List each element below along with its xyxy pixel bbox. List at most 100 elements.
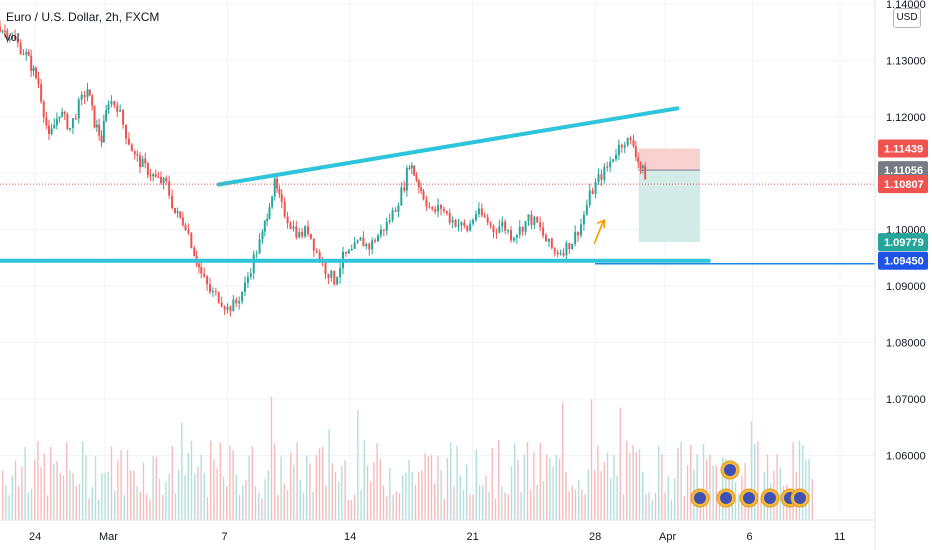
volume-bar	[142, 462, 145, 520]
volume-bar	[459, 475, 461, 520]
candle-body	[130, 144, 133, 152]
price-badge-target[interactable]	[878, 233, 928, 252]
flag-icon	[794, 492, 806, 504]
volume-bar	[232, 450, 234, 520]
volume-bar	[798, 440, 801, 520]
candle-body	[574, 231, 577, 245]
candle-body	[258, 239, 261, 254]
candle-body	[536, 216, 539, 223]
candle-body	[556, 252, 559, 255]
candle-body	[609, 161, 612, 168]
volume-bar	[446, 457, 449, 520]
volume-bar	[443, 498, 445, 520]
candle-body	[318, 252, 321, 262]
volume-bar	[219, 442, 221, 520]
volume-bar	[91, 487, 93, 520]
candle-body	[295, 226, 298, 238]
volume-bar	[738, 494, 740, 520]
volume-bar	[114, 490, 116, 520]
candle-body	[400, 187, 403, 206]
candle-body	[327, 273, 330, 279]
candle-body	[612, 159, 615, 162]
volume-bar	[104, 472, 106, 520]
candle-body	[428, 206, 431, 208]
volume-bar	[98, 499, 100, 520]
chart-title[interactable]: Euro / U.S. Dollar, 2h, FXCM	[6, 10, 160, 24]
volume-bar	[555, 454, 557, 520]
volume-bar	[421, 470, 423, 520]
candle-body	[214, 291, 217, 293]
price-badge-stop[interactable]	[878, 139, 928, 158]
volume-bar	[30, 488, 33, 520]
candle-body	[271, 196, 274, 208]
volume-bar	[37, 440, 39, 520]
candle-body	[448, 213, 451, 223]
currency-button[interactable]: USD	[893, 8, 921, 28]
candle-body	[69, 127, 71, 130]
volume-bar	[485, 476, 487, 520]
x-tick-label: 21	[467, 531, 479, 543]
volume-bar	[690, 444, 692, 520]
candle-body	[626, 137, 629, 146]
volume-bar	[50, 446, 52, 520]
candle-body	[229, 306, 232, 312]
candle-body	[122, 109, 125, 125]
candle-body	[105, 110, 108, 122]
volume-bar	[488, 491, 490, 520]
price-badge-entry[interactable]	[878, 161, 928, 180]
candle-body	[1, 30, 4, 32]
volume-bar	[120, 450, 122, 520]
volume-bar	[171, 445, 173, 520]
candle-body	[42, 101, 45, 118]
resistance-trendline[interactable]	[216, 106, 680, 187]
volume-bar	[670, 499, 673, 520]
candle-body	[515, 234, 518, 238]
volume-bar	[734, 482, 737, 520]
volume-bar	[274, 443, 276, 520]
volume-bar	[110, 446, 113, 520]
volume-bar	[651, 499, 653, 520]
candle-body	[330, 270, 333, 279]
volume-bar	[523, 454, 525, 520]
candle-body	[280, 194, 283, 202]
candle-body	[489, 222, 492, 226]
candle-body	[469, 223, 472, 231]
volume-bar	[696, 454, 698, 520]
candle-body	[125, 124, 127, 139]
candle-body	[639, 162, 642, 168]
candle-body	[50, 128, 53, 134]
candle-body	[152, 174, 155, 177]
volume-bar	[312, 491, 314, 520]
candle-body	[63, 112, 66, 114]
candle-body	[371, 240, 374, 250]
volume-bar	[350, 499, 353, 520]
volume-bar	[792, 442, 794, 520]
candle-body	[374, 240, 377, 242]
volume-bar	[600, 471, 602, 520]
take-profit-zone[interactable]	[638, 170, 700, 243]
volume-bar	[162, 495, 164, 520]
candle-body	[577, 231, 580, 236]
candle-body	[30, 55, 33, 71]
candle-body	[283, 201, 286, 217]
candle-body	[504, 221, 507, 231]
volume-bar	[370, 481, 372, 520]
price-badge-support[interactable]	[878, 251, 928, 270]
candle-body	[339, 268, 342, 278]
volume-bar	[264, 479, 266, 520]
price-axis[interactable]	[875, 0, 932, 550]
volume-bar	[638, 449, 641, 520]
volume-bar	[808, 459, 810, 520]
volume-bar	[750, 421, 753, 520]
candle-body	[184, 225, 187, 230]
volume-bar	[328, 429, 330, 520]
price-badge-current[interactable]	[878, 175, 928, 194]
stop-loss-zone[interactable]	[638, 148, 700, 171]
candle-body	[498, 226, 501, 233]
volume-bar	[526, 441, 529, 520]
x-tick-label: 28	[589, 531, 601, 543]
candle-body	[200, 267, 203, 274]
volume-bar	[642, 471, 644, 520]
candle-body	[483, 215, 486, 218]
